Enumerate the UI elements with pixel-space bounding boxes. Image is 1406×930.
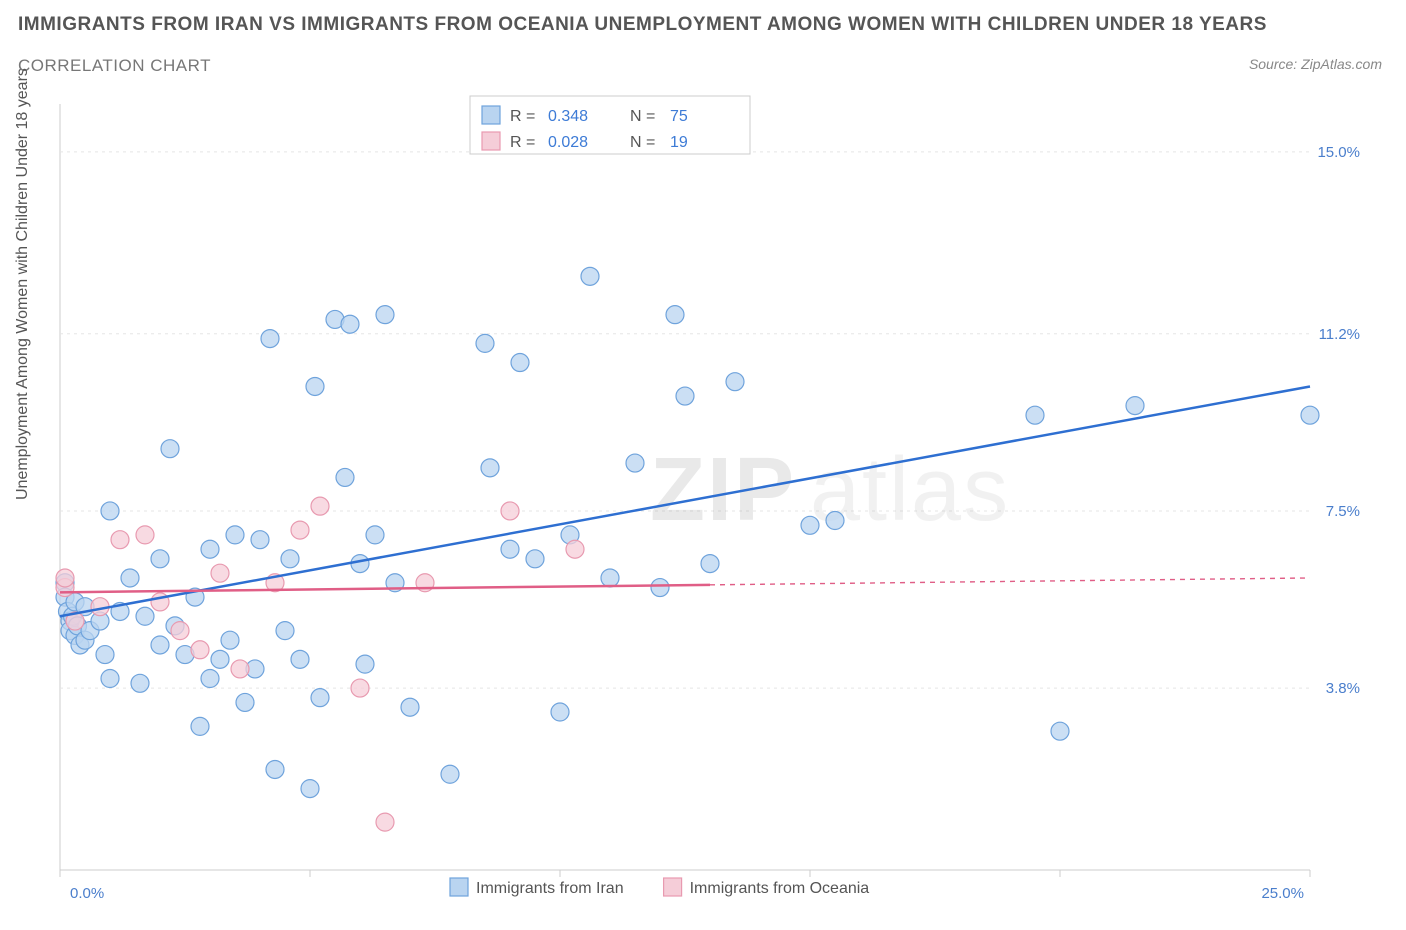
data-point bbox=[221, 631, 239, 649]
trend-line-extrapolated bbox=[710, 578, 1310, 585]
data-point bbox=[481, 459, 499, 477]
y-tick-label: 11.2% bbox=[1319, 326, 1360, 343]
data-point bbox=[356, 655, 374, 673]
y-tick-label: 15.0% bbox=[1317, 144, 1360, 161]
data-point bbox=[211, 650, 229, 668]
data-point bbox=[581, 267, 599, 285]
data-point bbox=[191, 717, 209, 735]
data-point bbox=[701, 555, 719, 573]
data-point bbox=[151, 636, 169, 654]
data-point bbox=[136, 526, 154, 544]
data-point bbox=[376, 306, 394, 324]
legend-n-value: 75 bbox=[670, 108, 688, 125]
data-point bbox=[111, 531, 129, 549]
data-point bbox=[1051, 722, 1069, 740]
data-point bbox=[136, 607, 154, 625]
y-tick-label: 3.8% bbox=[1326, 680, 1360, 697]
data-point bbox=[56, 569, 74, 587]
data-point bbox=[501, 502, 519, 520]
data-point bbox=[376, 813, 394, 831]
data-point bbox=[551, 703, 569, 721]
legend-r-value: 0.348 bbox=[548, 108, 588, 125]
data-point bbox=[676, 387, 694, 405]
data-point bbox=[276, 622, 294, 640]
data-point bbox=[301, 780, 319, 798]
legend-r-label: R = bbox=[510, 134, 535, 151]
data-point bbox=[261, 330, 279, 348]
data-point bbox=[211, 564, 229, 582]
data-point bbox=[626, 454, 644, 472]
data-point bbox=[366, 526, 384, 544]
data-point bbox=[311, 497, 329, 515]
chart-subtitle: CORRELATION CHART bbox=[18, 56, 211, 76]
legend-n-value: 19 bbox=[670, 134, 688, 151]
data-point bbox=[251, 531, 269, 549]
legend-r-label: R = bbox=[510, 108, 535, 125]
data-point bbox=[1301, 406, 1319, 424]
data-point bbox=[306, 377, 324, 395]
data-point bbox=[666, 306, 684, 324]
legend-series-label: Immigrants from Iran bbox=[476, 880, 624, 897]
data-point bbox=[151, 550, 169, 568]
data-point bbox=[351, 555, 369, 573]
chart-title: IMMIGRANTS FROM IRAN VS IMMIGRANTS FROM … bbox=[18, 14, 1267, 36]
data-point bbox=[476, 334, 494, 352]
data-point bbox=[201, 540, 219, 558]
trend-line bbox=[60, 585, 710, 592]
legend-r-value: 0.028 bbox=[548, 134, 588, 151]
legend-swatch bbox=[482, 132, 500, 150]
data-point bbox=[651, 579, 669, 597]
data-point bbox=[226, 526, 244, 544]
data-point bbox=[201, 670, 219, 688]
data-point bbox=[161, 440, 179, 458]
legend-n-label: N = bbox=[630, 108, 655, 125]
x-tick-label: 0.0% bbox=[70, 885, 104, 902]
data-point bbox=[101, 502, 119, 520]
data-point bbox=[511, 354, 529, 372]
data-point bbox=[566, 540, 584, 558]
watermark: ZIP bbox=[650, 440, 796, 540]
data-point bbox=[401, 698, 419, 716]
data-point bbox=[171, 622, 189, 640]
y-axis-label: Unemployment Among Women with Children U… bbox=[14, 68, 32, 500]
data-point bbox=[801, 516, 819, 534]
data-point bbox=[96, 646, 114, 664]
data-point bbox=[601, 569, 619, 587]
data-point bbox=[526, 550, 544, 568]
legend-swatch bbox=[450, 878, 468, 896]
legend-swatch bbox=[664, 878, 682, 896]
data-point bbox=[341, 315, 359, 333]
data-point bbox=[131, 674, 149, 692]
source-label: Source: ZipAtlas.com bbox=[1249, 56, 1382, 72]
scatter-plot: 3.8%7.5%11.2%15.0%0.0%25.0%ZIPatlasR =0.… bbox=[50, 90, 1390, 920]
data-point bbox=[826, 512, 844, 530]
data-point bbox=[1126, 397, 1144, 415]
data-point bbox=[726, 373, 744, 391]
legend-swatch bbox=[482, 106, 500, 124]
data-point bbox=[291, 650, 309, 668]
data-point bbox=[231, 660, 249, 678]
legend-series-label: Immigrants from Oceania bbox=[690, 880, 870, 897]
data-point bbox=[311, 689, 329, 707]
x-tick-label: 25.0% bbox=[1261, 885, 1304, 902]
data-point bbox=[281, 550, 299, 568]
legend-n-label: N = bbox=[630, 134, 655, 151]
data-point bbox=[121, 569, 139, 587]
data-point bbox=[291, 521, 309, 539]
data-point bbox=[351, 679, 369, 697]
y-tick-label: 7.5% bbox=[1326, 503, 1360, 520]
data-point bbox=[441, 765, 459, 783]
data-point bbox=[1026, 406, 1044, 424]
data-point bbox=[266, 760, 284, 778]
data-point bbox=[501, 540, 519, 558]
data-point bbox=[336, 468, 354, 486]
data-point bbox=[236, 693, 254, 711]
data-point bbox=[101, 670, 119, 688]
trend-line bbox=[60, 386, 1310, 616]
data-point bbox=[191, 641, 209, 659]
